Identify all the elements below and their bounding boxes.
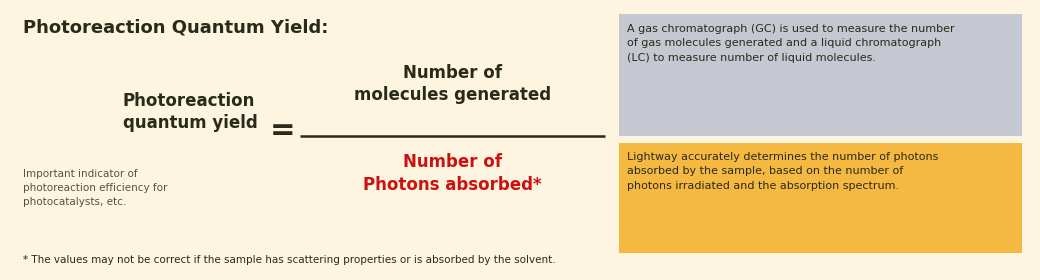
FancyBboxPatch shape xyxy=(619,14,1022,136)
Text: Lightway accurately determines the number of photons
absorbed by the sample, bas: Lightway accurately determines the numbe… xyxy=(627,152,938,191)
Text: Photoreaction Quantum Yield:: Photoreaction Quantum Yield: xyxy=(23,18,329,36)
Text: Important indicator of
photoreaction efficiency for
photocatalysts, etc.: Important indicator of photoreaction eff… xyxy=(23,169,167,207)
Text: Number of
Photons absorbed*: Number of Photons absorbed* xyxy=(363,153,542,194)
Text: A gas chromatograph (GC) is used to measure the number
of gas molecules generate: A gas chromatograph (GC) is used to meas… xyxy=(627,24,955,63)
Text: * The values may not be correct if the sample has scattering properties or is ab: * The values may not be correct if the s… xyxy=(23,255,555,265)
Text: Number of
molecules generated: Number of molecules generated xyxy=(354,64,551,104)
Text: =: = xyxy=(270,116,295,145)
Text: Photoreaction
quantum yield: Photoreaction quantum yield xyxy=(123,92,258,132)
FancyBboxPatch shape xyxy=(619,143,1022,253)
